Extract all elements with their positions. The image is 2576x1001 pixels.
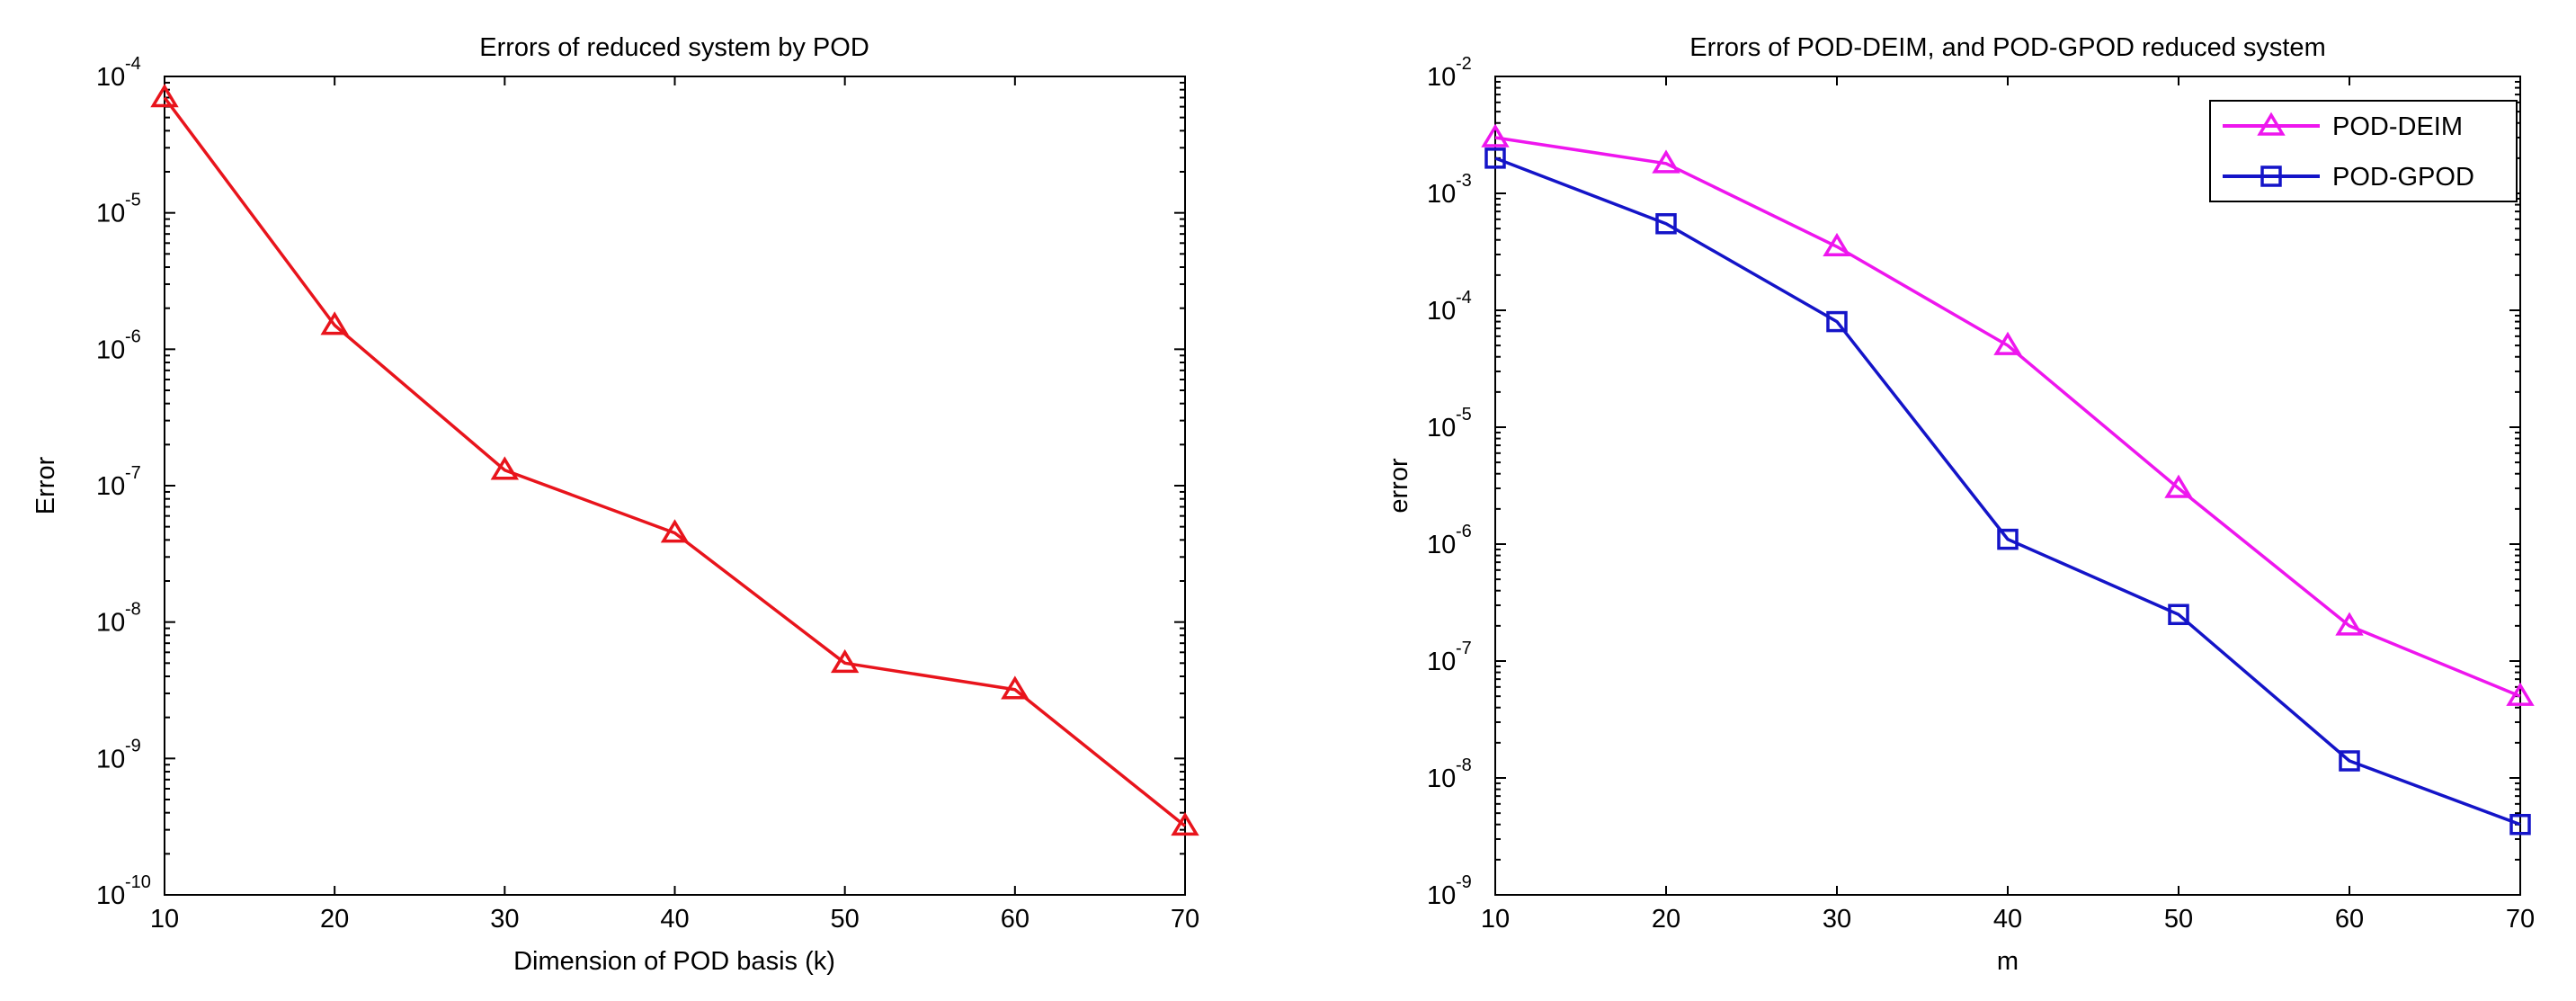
x-tick-label: 40 — [1993, 905, 2022, 934]
y-tick-label: 10 — [1427, 63, 1456, 92]
legend-marker-pod-deim — [2257, 112, 2286, 136]
x-tick-label: 30 — [490, 905, 519, 934]
data-point-pod — [1171, 811, 1199, 836]
y-tick-label: 10 — [1427, 414, 1456, 442]
data-point-pod — [660, 519, 690, 543]
y-tick-label: 10 — [96, 335, 125, 364]
series-line-pod — [163, 96, 1187, 827]
x-tick-label: 60 — [2335, 905, 2364, 934]
y-tick-exponent: -10 — [125, 872, 151, 892]
x-tick-label: 20 — [1652, 905, 1680, 934]
data-point-pod-deim — [2335, 612, 2364, 636]
x-tick-label: 10 — [150, 905, 179, 934]
data-point-pod-gpod — [1484, 147, 1506, 169]
data-point-pod-deim — [1823, 232, 1851, 257]
series-line-pod-deim — [1494, 136, 2521, 698]
y-tick-exponent: -7 — [125, 463, 141, 483]
x-tick-label: 50 — [2164, 905, 2193, 934]
y-tick-label: 10 — [1427, 764, 1456, 793]
y-tick-exponent: -6 — [125, 326, 141, 346]
y-tick-label: 10 — [96, 63, 125, 92]
data-point-pod — [830, 648, 860, 674]
y-axis-label: Error — [31, 456, 60, 514]
y-tick-exponent: -5 — [1456, 405, 1472, 425]
data-point-pod — [490, 456, 520, 480]
chart-pod-errors: Errors of reduced system by POD Dimensio… — [31, 33, 1199, 976]
x-axis-label: m — [1997, 947, 2019, 976]
data-point-pod-deim — [2506, 682, 2535, 706]
y-tick-exponent: -4 — [125, 54, 141, 74]
data-point-pod — [1001, 675, 1030, 700]
y-tick-label: 10 — [1427, 180, 1456, 209]
y-tick-label: 10 — [1427, 648, 1456, 676]
y-tick-label: 10 — [96, 609, 125, 638]
y-axis-label: error — [1385, 458, 1413, 514]
data-point-pod-gpod — [1826, 310, 1848, 333]
legend-marker-pod-gpod — [2260, 165, 2282, 187]
plot-area — [164, 76, 1186, 896]
plot-area — [1494, 76, 2521, 896]
x-tick-label: 20 — [320, 905, 349, 934]
legend-label-pod-gpod: POD-GPOD — [2332, 163, 2474, 192]
data-point-pod-deim — [1652, 149, 1680, 174]
data-point-pod-gpod — [1655, 213, 1677, 235]
data-point-pod-gpod — [2168, 603, 2189, 626]
chart-title: Errors of POD-DEIM, and POD-GPOD reduced… — [1689, 33, 2325, 62]
x-tick-label: 70 — [2506, 905, 2535, 934]
y-tick-exponent: -5 — [125, 191, 141, 210]
y-tick-exponent: -2 — [1456, 54, 1472, 74]
data-point-pod-deim — [1481, 123, 1510, 147]
chart-title: Errors of reduced system by POD — [479, 33, 869, 62]
series-group — [1481, 123, 2535, 836]
legend: POD-DEIM POD-GPOD — [2209, 100, 2518, 202]
data-point-pod-gpod — [2509, 813, 2531, 836]
y-tick-exponent: -9 — [125, 736, 141, 755]
series-group — [150, 84, 1199, 836]
tick-group: 10 20 30 40 50 60 7010-910-810-710-610-510-410… — [1427, 54, 2535, 934]
x-tick-label: 40 — [660, 905, 689, 934]
legend-marker — [2260, 165, 2282, 187]
y-tick-exponent: -8 — [125, 600, 141, 620]
y-tick-label: 10 — [1427, 531, 1456, 559]
x-tick-label: 60 — [1001, 905, 1030, 934]
y-tick-label: 10 — [1427, 297, 1456, 326]
y-tick-label: 10 — [96, 881, 125, 910]
y-tick-label: 10 — [1427, 881, 1456, 910]
y-tick-exponent: -4 — [1456, 288, 1472, 308]
data-point-pod-gpod — [2339, 750, 2360, 772]
y-tick-label: 10 — [96, 472, 125, 501]
series-line-pod-gpod — [1494, 156, 2521, 827]
y-tick-exponent: -9 — [1456, 872, 1472, 892]
y-tick-exponent: -6 — [1456, 522, 1472, 541]
y-tick-label: 10 — [96, 200, 125, 228]
x-axis-label: Dimension of POD basis (k) — [513, 947, 835, 976]
data-point-pod — [320, 311, 349, 335]
y-tick-label: 10 — [96, 745, 125, 773]
y-tick-exponent: -3 — [1456, 171, 1472, 191]
data-point-pod — [150, 84, 179, 108]
x-tick-label: 10 — [1481, 905, 1510, 934]
data-point-pod-deim — [2164, 474, 2193, 498]
legend-box — [2209, 100, 2518, 202]
y-tick-exponent: -7 — [1456, 639, 1472, 658]
x-tick-label: 50 — [831, 905, 860, 934]
legend-marker — [2257, 112, 2286, 136]
x-tick-label: 70 — [1171, 905, 1199, 934]
data-point-pod-deim — [1993, 331, 2022, 355]
y-tick-exponent: -8 — [1456, 755, 1472, 775]
data-point-pod-gpod — [1997, 528, 2019, 550]
legend-label-pod-deim: POD-DEIM — [2332, 112, 2463, 141]
chart-deim-gpod-errors: Errors of POD-DEIM, and POD-GPOD reduced… — [1385, 33, 2535, 976]
x-tick-label: 30 — [1823, 905, 1851, 934]
